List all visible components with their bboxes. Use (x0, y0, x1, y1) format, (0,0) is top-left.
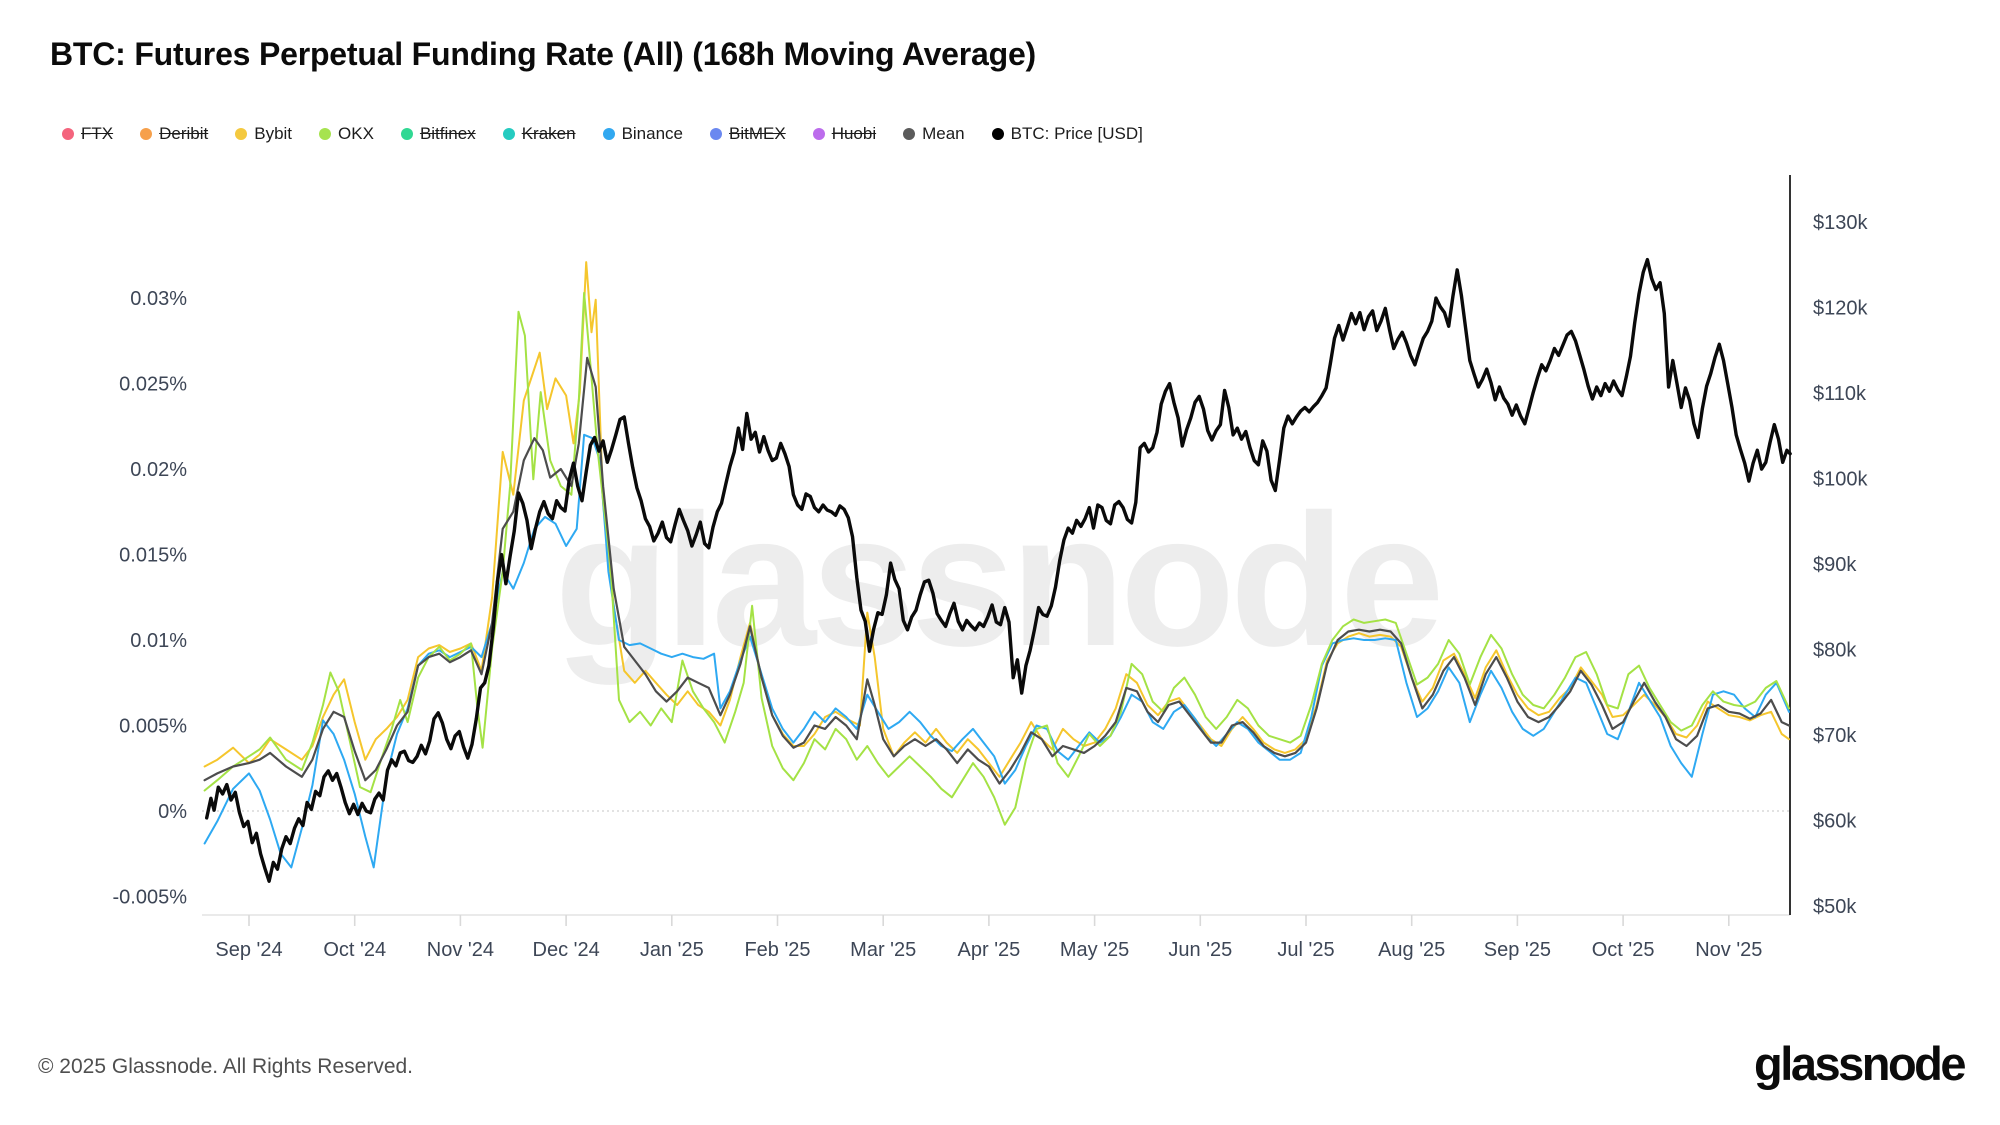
legend-label: Binance (621, 124, 683, 143)
legend-dot-deribit (140, 128, 153, 140)
legend-item-ftx[interactable]: FTX (62, 124, 113, 144)
legend-dot-okx (319, 128, 332, 140)
legend-dot-kraken (502, 128, 515, 140)
right-axis-label: $130k (1813, 212, 1868, 234)
legend-label: Kraken (521, 124, 576, 143)
glassnode-watermark: glassnode (555, 475, 1440, 685)
x-tick-label: Dec '24 (533, 939, 600, 961)
x-tick-label: Feb '25 (744, 939, 810, 961)
left-axis-label: -0.005% (113, 887, 188, 909)
legend-dot-bybit (235, 128, 248, 140)
x-tick-label: Oct '24 (323, 939, 386, 961)
series-line-btc-price-usd[interactable] (205, 257, 1792, 883)
x-tick-label: Nov '25 (1695, 939, 1762, 961)
legend-label: Deribit (159, 124, 209, 143)
x-tick-label: Jan '25 (640, 939, 704, 961)
legend-item-kraken[interactable]: Kraken (502, 124, 576, 144)
legend-dot-bitmex (710, 128, 722, 140)
legend-label: BTC: Price [USD] (1010, 124, 1143, 143)
legend-dot-huobi (812, 128, 825, 140)
right-axis-label: $120k (1813, 298, 1868, 320)
x-tick-label: Nov '24 (427, 939, 494, 961)
legend-dot-btc-price-usd (991, 128, 1004, 140)
series-line-binance[interactable] (203, 433, 1790, 869)
left-axis-label: 0.025% (119, 374, 187, 396)
legend-item-bitfinex[interactable]: Bitfinex (400, 124, 476, 144)
x-tick-label: Sep '25 (1484, 939, 1551, 961)
series-line-bybit[interactable] (203, 261, 1790, 778)
right-axis-label: $60k (1813, 811, 1857, 833)
x-tick-label: Mar '25 (850, 939, 916, 961)
right-axis-label: $50k (1813, 896, 1857, 918)
legend-label: OKX (338, 124, 374, 143)
right-axis-label: $90k (1813, 554, 1857, 576)
legend-dot-ftx (62, 128, 74, 140)
legend-item-okx[interactable]: OKX (319, 124, 374, 144)
x-tick-label: Jul '25 (1277, 939, 1334, 961)
legend-item-deribit[interactable]: Deribit (140, 124, 208, 144)
left-axis-label: 0% (158, 801, 187, 823)
legend-item-bitmex[interactable]: BitMEX (710, 124, 786, 144)
legend-label: BitMEX (729, 124, 786, 143)
x-tick-label: Apr '25 (958, 939, 1021, 961)
glassnode-logo: glassnode (1754, 1037, 1966, 1090)
x-tick-label: Oct '25 (1592, 939, 1655, 961)
series-line-okx[interactable] (203, 291, 1790, 826)
right-axis-label: $110k (1813, 383, 1867, 405)
legend-item-btc-price-usd[interactable]: BTC: Price [USD] (991, 124, 1143, 144)
legend-dot-bitfinex (400, 128, 413, 140)
legend-label: Huobi (831, 124, 877, 143)
right-axis-label: $70k (1813, 725, 1857, 747)
x-tick-label: May '25 (1060, 939, 1129, 961)
legend: FTX Deribit Bybit OKX Bitfinex Kraken Binance B… (62, 124, 1143, 144)
x-tick-label: Sep '24 (215, 939, 282, 961)
legend-dot-binance (602, 128, 615, 140)
right-axis-label: $80k (1813, 640, 1857, 662)
left-axis-label: 0.02% (130, 459, 187, 481)
legend-label: Bybit (254, 124, 293, 143)
x-tick-label: Aug '25 (1378, 939, 1445, 961)
chart-title: BTC: Futures Perpetual Funding Rate (All… (50, 36, 1037, 72)
x-tick-label: Jun '25 (1168, 939, 1232, 961)
right-axis-label: $100k (1813, 469, 1868, 491)
legend-item-bybit[interactable]: Bybit (235, 124, 292, 144)
left-axis-label: 0.005% (119, 716, 187, 738)
legend-dot-mean (903, 128, 916, 140)
legend-label: Mean (922, 124, 965, 143)
legend-label: FTX (81, 124, 114, 143)
left-axis-label: 0.03% (130, 288, 187, 310)
legend-item-huobi[interactable]: Huobi (812, 124, 877, 144)
legend-item-binance[interactable]: Binance (602, 124, 683, 144)
left-axis-label: 0.015% (119, 545, 187, 567)
legend-label: Bitfinex (419, 124, 476, 143)
legend-item-mean[interactable]: Mean (903, 124, 965, 144)
copyright-text: © 2025 Glassnode. All Rights Reserved. (38, 1055, 414, 1078)
left-axis-label: 0.01% (130, 630, 187, 652)
